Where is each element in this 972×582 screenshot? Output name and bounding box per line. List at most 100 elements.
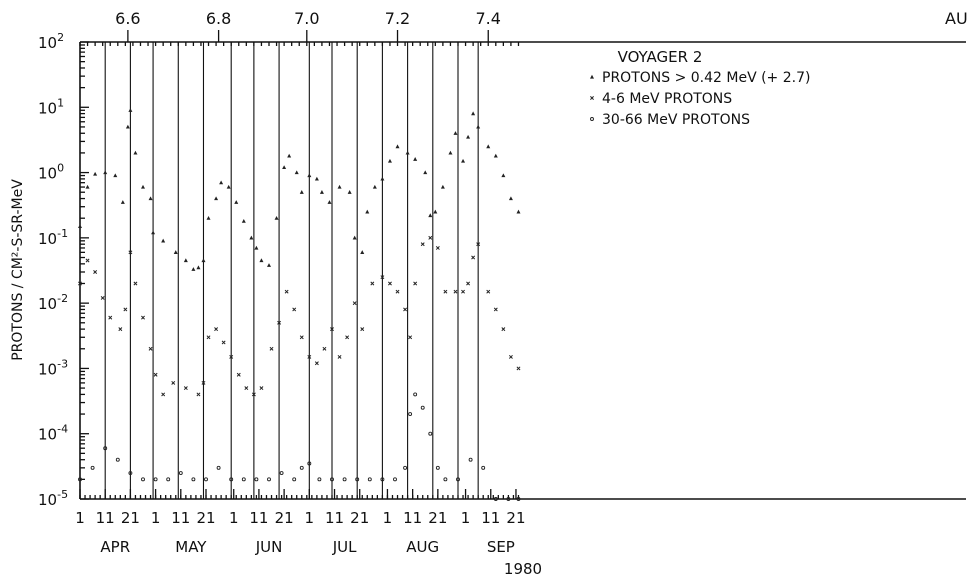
data-point: [493, 497, 498, 501]
month-label: JUN: [255, 538, 283, 556]
top-axis-unit: AU: [945, 9, 968, 28]
y-tick-label: 10-1: [38, 227, 68, 248]
vertical-lines: [104, 42, 479, 499]
data-point: [141, 184, 145, 189]
x-tick-label: 11: [403, 509, 422, 527]
x-tick-label: 11: [481, 509, 500, 527]
data-point: [468, 457, 473, 462]
y-tick-label: 10-2: [38, 292, 68, 313]
data-point: [141, 477, 145, 482]
y-tick-exponent: -3: [57, 357, 68, 370]
x-tick-label: 21: [121, 509, 140, 527]
data-point: [327, 200, 332, 204]
data-point: [355, 477, 360, 482]
data-point: [183, 258, 188, 263]
legend-marker: [590, 74, 594, 79]
data-point: [360, 250, 365, 254]
data-point: [307, 354, 312, 359]
data-point: [148, 346, 153, 351]
legend-text: 4-6 MeV PROTONS: [602, 91, 732, 107]
data-point: [274, 216, 279, 220]
data-point: [161, 392, 166, 397]
x-tick-label: 21: [275, 509, 294, 527]
data-point: [347, 190, 352, 194]
au-ticks: 6.6 6.8 7.0 7.2 7.4: [79, 9, 520, 46]
y-tick-exponent: 1: [57, 96, 64, 109]
data-series: [78, 108, 521, 501]
data-point: [501, 327, 506, 332]
data-point: [78, 281, 82, 286]
x-tick-label: 1: [383, 509, 393, 527]
data-point: [405, 150, 410, 155]
data-point: [307, 173, 312, 178]
au-tick-label: 7.2: [385, 9, 410, 28]
au-tick-label: 6.8: [206, 9, 231, 28]
data-point: [93, 270, 98, 274]
data-point: [251, 392, 256, 397]
data-point: [249, 235, 254, 240]
data-point: [428, 213, 433, 218]
legend-title: VOYAGER 2: [618, 48, 703, 66]
y-tick-label: 101: [38, 96, 64, 117]
y-tick-exponent: -4: [57, 423, 68, 436]
data-point: [476, 242, 481, 247]
data-point: [244, 386, 249, 391]
data-point: [292, 307, 297, 312]
data-point: [221, 340, 226, 345]
au-tick-label: 6.6: [115, 9, 140, 28]
y-tick-label: 10-3: [38, 357, 68, 378]
data-point: [287, 153, 292, 158]
data-point: [420, 405, 425, 410]
data-point: [342, 477, 347, 482]
legend: VOYAGER 2 PROTONS > 0.42 MeV (+ 2.7) 4-6 …: [578, 44, 828, 134]
data-point: [226, 184, 231, 189]
data-point: [428, 431, 433, 436]
data-point: [337, 184, 342, 189]
data-point: [206, 335, 211, 340]
data-point: [501, 173, 506, 178]
month-label: APR: [100, 538, 130, 556]
data-point: [493, 153, 498, 158]
data-point: [183, 386, 188, 391]
data-point: [191, 477, 196, 482]
data-point: [279, 471, 284, 475]
data-point: [206, 216, 211, 220]
data-point: [103, 446, 108, 451]
data-point: [380, 176, 385, 181]
data-point: [153, 372, 158, 377]
x-tick-label: 11: [171, 509, 190, 527]
data-point: [78, 224, 82, 228]
data-point: [282, 165, 287, 170]
data-point: [178, 471, 183, 475]
data-point: [219, 180, 224, 185]
x-tick-label: 21: [506, 509, 525, 527]
data-point: [372, 184, 377, 189]
x-tick-label: 1: [229, 509, 239, 527]
y-axis-title: PROTONS / CM²-S-SR-MeV: [10, 179, 26, 361]
data-point: [103, 170, 108, 175]
x-tick-label: 11: [249, 509, 268, 527]
data-point: [367, 477, 372, 482]
data-point: [395, 144, 400, 149]
data-point: [85, 258, 90, 263]
x-tick-label: 1: [305, 509, 315, 527]
data-point: [241, 218, 246, 223]
data-point: [380, 477, 385, 482]
data-point: [461, 158, 466, 163]
month-label: JUL: [332, 538, 357, 556]
data-point: [345, 335, 350, 340]
data-point: [259, 386, 264, 391]
data-point: [284, 289, 289, 294]
y-tick-exponent: 2: [57, 31, 64, 44]
data-point: [508, 354, 513, 359]
y-tick-label: 10-5: [38, 488, 68, 509]
data-point: [481, 465, 486, 470]
data-point: [319, 190, 324, 194]
au-tick-label: 7.4: [476, 9, 501, 28]
series-3: [78, 392, 521, 501]
data-point: [413, 392, 418, 397]
data-point: [128, 250, 133, 255]
data-point: [516, 366, 521, 371]
data-point: [85, 184, 90, 189]
